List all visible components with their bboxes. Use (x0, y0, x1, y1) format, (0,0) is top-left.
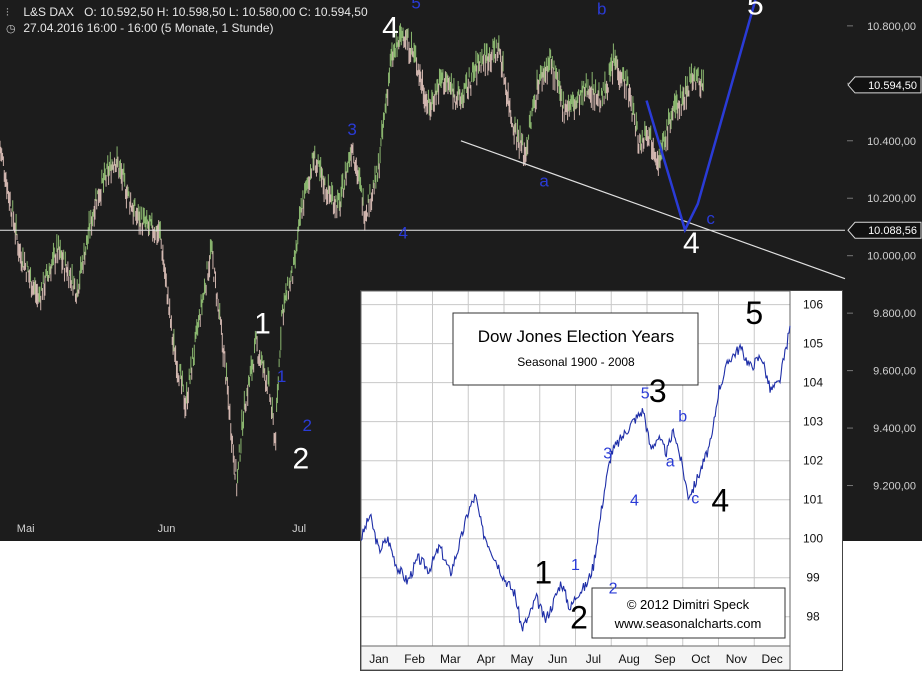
bar-chart-icon: ⫶ (6, 7, 9, 19)
wave-label: 3 (649, 373, 667, 409)
y-tick-label: 10.200,00 (867, 193, 916, 205)
x-tick-label: Aug (618, 652, 639, 666)
election-year-inset: 106 105 104 103 102 101 100 99 98 Jan Feb Mar Apr May… (360, 290, 843, 671)
symbol-header: ⫶ L&S DAX O: 10.592,50 H: 10.598,50 L: 1… (6, 5, 368, 20)
x-tick-label: Jul (586, 652, 601, 666)
inset-subtitle: Seasonal 1900 - 2008 (517, 355, 635, 369)
wave-label: 4 (711, 482, 729, 518)
wave-label: 1 (571, 557, 580, 574)
timeframe-header: ◷ 27.04.2016 16:00 - 16:00 (5 Monate, 1 … (6, 21, 274, 35)
title-box: Dow Jones Election Years Seasonal 1900 - … (452, 312, 699, 386)
price-tag: 10.088,56 (847, 221, 922, 239)
title-box-frame (452, 312, 699, 386)
wave-label: c (691, 491, 699, 508)
y-tick-label: 106 (803, 298, 823, 312)
x-tick-label: Nov (726, 652, 747, 666)
copyright-box: © 2012 Dimitri Speck www.seasonalcharts.c… (591, 587, 786, 639)
y-tick-label: 103 (803, 415, 823, 429)
month-axis-bar (361, 645, 791, 670)
y-tick-label: 9.600,00 (873, 366, 916, 378)
wave-label: 2 (609, 580, 618, 597)
wave-label: 5 (747, 0, 764, 21)
x-tick-label: Jul (292, 523, 306, 535)
wave-label: 1 (254, 307, 271, 340)
wave-label: c (706, 209, 715, 228)
x-tick-label: Jun (158, 523, 176, 535)
symbol-name: L&S DAX (23, 5, 75, 19)
ohlc-values: O: 10.592,50 H: 10.598,50 L: 10.580,00 C… (84, 5, 368, 19)
y-tick-label: 101 (803, 493, 823, 507)
inset-title: Dow Jones Election Years (478, 327, 675, 346)
x-tick-label: Mar (440, 652, 461, 666)
y-tick-label: 9.800,00 (873, 308, 916, 320)
website-text: www.seasonalcharts.com (614, 616, 762, 631)
x-tick-label: Jan (369, 652, 388, 666)
y-tick-label: 9.200,00 (873, 481, 916, 493)
dax-chart: 10.800,0010.600,0010.400,0010.200,0010.0… (0, 0, 922, 535)
wave-label: b (597, 0, 606, 18)
wave-label: 4 (399, 223, 408, 242)
x-tick-label: Sep (654, 652, 676, 666)
wave-projection (645, 0, 757, 234)
x-tick-label: Feb (404, 652, 425, 666)
x-tick-label: Jun (548, 652, 567, 666)
seasonal-line (361, 325, 791, 632)
wave-label: a (666, 454, 675, 471)
wave-trendline (460, 140, 846, 280)
wave-label: 4 (630, 493, 639, 510)
wave-label: 4 (382, 11, 399, 44)
wave-label: b (678, 409, 687, 426)
copyright-text: © 2012 Dimitri Speck (627, 597, 750, 612)
timeframe-text: 27.04.2016 16:00 - 16:00 (5 Monate, 1 St… (23, 21, 274, 35)
election-year-chart: 106 105 104 103 102 101 100 99 98 Jan Feb Mar Apr May… (361, 291, 823, 670)
y-tick-label: 98 (806, 610, 820, 624)
y-tick-label: 100 (803, 532, 823, 546)
wave-label: 5 (745, 295, 763, 331)
price-bars (0, 23, 704, 497)
wave-label: a (539, 172, 549, 191)
x-tick-label: Oct (691, 652, 710, 666)
price-tag-box (847, 221, 922, 239)
y-tick-label: 10.400,00 (867, 136, 916, 148)
x-tick-label: Apr (477, 652, 496, 666)
wave-label: 3 (603, 446, 612, 463)
wave-label: 5 (641, 385, 650, 402)
wave-label: 1 (534, 555, 552, 591)
wave-label: 2 (293, 442, 310, 475)
x-tick-label: Mai (17, 523, 35, 535)
y-tick-label: 102 (803, 454, 823, 468)
copyright-frame (591, 587, 786, 639)
wave-label: 2 (303, 416, 312, 435)
wave-label: 1 (277, 367, 286, 386)
clock-icon: ◷ (6, 23, 16, 35)
wave-label: 5 (411, 0, 420, 13)
y-tick-label: 104 (803, 376, 823, 390)
y-tick-label: 9.400,00 (873, 423, 916, 435)
wave-label: 3 (347, 120, 356, 139)
y-tick-label: 105 (803, 337, 823, 351)
y-tick-label: 99 (806, 571, 820, 585)
x-tick-label: Dec (761, 652, 782, 666)
y-tick-label: 10.000,00 (867, 251, 916, 263)
price-tag-label: 10.088,56 (868, 225, 917, 237)
price-tag-label: 10.594,50 (868, 80, 917, 92)
price-tag-box (847, 76, 922, 94)
y-tick-label: 10.800,00 (867, 21, 916, 33)
wave-label: 2 (570, 599, 588, 635)
wave-label: 4 (683, 227, 700, 260)
x-tick-label: May (511, 652, 534, 666)
price-tag: 10.594,50 (847, 76, 922, 94)
